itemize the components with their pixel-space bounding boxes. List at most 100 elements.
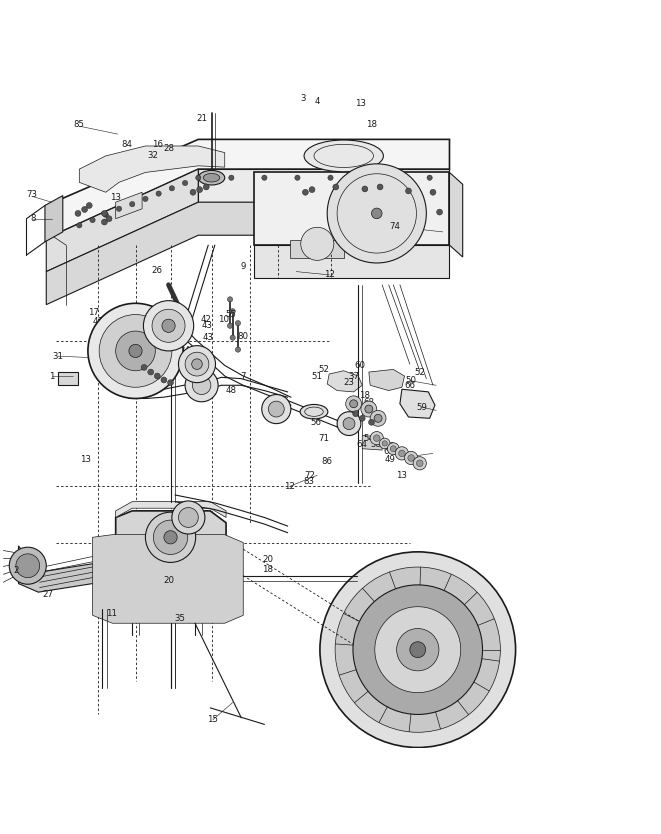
Text: 9: 9	[241, 262, 246, 271]
Text: 18: 18	[366, 120, 377, 129]
Circle shape	[399, 450, 405, 457]
Polygon shape	[254, 173, 449, 245]
Text: 50: 50	[406, 376, 416, 385]
Text: 41: 41	[93, 317, 103, 325]
Circle shape	[154, 373, 161, 379]
Text: 43: 43	[203, 333, 214, 342]
Circle shape	[375, 606, 461, 692]
Polygon shape	[45, 195, 63, 242]
Text: 64: 64	[357, 440, 368, 450]
Circle shape	[143, 196, 148, 202]
Circle shape	[361, 401, 377, 417]
Circle shape	[90, 218, 95, 223]
Text: 13: 13	[172, 546, 182, 555]
Circle shape	[405, 451, 418, 465]
Circle shape	[196, 175, 201, 180]
Circle shape	[327, 163, 426, 263]
Circle shape	[106, 216, 112, 222]
Text: 32: 32	[148, 151, 159, 160]
Text: 18: 18	[262, 565, 273, 574]
Text: 21: 21	[196, 113, 207, 123]
Text: 27: 27	[42, 590, 53, 599]
Circle shape	[82, 207, 87, 213]
Circle shape	[103, 212, 108, 218]
Polygon shape	[116, 501, 226, 517]
Text: 34: 34	[180, 346, 190, 355]
Text: 15: 15	[208, 716, 218, 724]
Circle shape	[337, 412, 361, 435]
Text: 71: 71	[319, 434, 329, 443]
Polygon shape	[96, 555, 116, 612]
Text: 40: 40	[192, 356, 202, 365]
Text: 12: 12	[284, 482, 295, 491]
Circle shape	[360, 415, 365, 421]
Circle shape	[335, 567, 500, 732]
Polygon shape	[46, 139, 449, 239]
Circle shape	[390, 445, 396, 452]
Circle shape	[161, 377, 167, 383]
Text: 68: 68	[364, 398, 374, 407]
Text: 13: 13	[81, 455, 91, 465]
Text: 13: 13	[397, 470, 407, 480]
Text: 20: 20	[163, 576, 174, 585]
Text: 37: 37	[348, 371, 359, 380]
Text: 72: 72	[304, 470, 315, 480]
Text: 47: 47	[203, 374, 214, 383]
Text: 18: 18	[120, 359, 131, 369]
Text: 74: 74	[390, 222, 401, 231]
Circle shape	[382, 441, 387, 446]
Circle shape	[353, 585, 483, 715]
Text: 2: 2	[14, 565, 19, 575]
Polygon shape	[400, 389, 435, 419]
Polygon shape	[93, 535, 243, 623]
Text: 83: 83	[304, 477, 315, 486]
Circle shape	[320, 552, 516, 747]
Ellipse shape	[198, 170, 225, 185]
Circle shape	[408, 455, 414, 461]
Text: 45: 45	[120, 354, 131, 364]
Circle shape	[178, 508, 198, 527]
Text: 23: 23	[344, 378, 354, 387]
Text: 60: 60	[355, 361, 366, 370]
Circle shape	[102, 210, 107, 216]
Circle shape	[192, 376, 211, 394]
Circle shape	[430, 189, 436, 195]
Text: 73: 73	[26, 190, 37, 199]
Polygon shape	[19, 546, 102, 592]
Circle shape	[235, 347, 241, 352]
Text: 67: 67	[345, 418, 356, 427]
Circle shape	[162, 319, 175, 333]
Circle shape	[373, 435, 380, 441]
Circle shape	[204, 184, 209, 190]
Circle shape	[152, 309, 185, 342]
Circle shape	[328, 175, 333, 180]
Text: 20: 20	[262, 555, 273, 564]
Circle shape	[16, 554, 40, 578]
Circle shape	[77, 223, 82, 228]
Text: 66: 66	[405, 381, 415, 389]
Text: 16: 16	[152, 140, 163, 149]
Circle shape	[178, 345, 215, 383]
Circle shape	[116, 206, 122, 212]
Circle shape	[172, 501, 205, 534]
Text: 11: 11	[106, 610, 116, 619]
Text: 36: 36	[186, 361, 197, 370]
Text: 61: 61	[383, 447, 394, 456]
Circle shape	[229, 175, 234, 180]
Circle shape	[437, 209, 443, 215]
Circle shape	[350, 399, 358, 408]
Polygon shape	[79, 146, 225, 193]
Circle shape	[362, 186, 368, 192]
Circle shape	[309, 187, 315, 193]
Text: 53: 53	[385, 442, 395, 451]
Text: 44: 44	[176, 546, 187, 555]
Text: 7: 7	[241, 371, 246, 380]
Text: 54: 54	[364, 434, 374, 443]
Circle shape	[185, 352, 209, 376]
Circle shape	[227, 297, 233, 302]
Text: 85: 85	[74, 120, 85, 129]
Circle shape	[230, 335, 235, 340]
Ellipse shape	[204, 173, 219, 182]
Text: 52: 52	[319, 365, 329, 374]
Circle shape	[416, 460, 423, 466]
